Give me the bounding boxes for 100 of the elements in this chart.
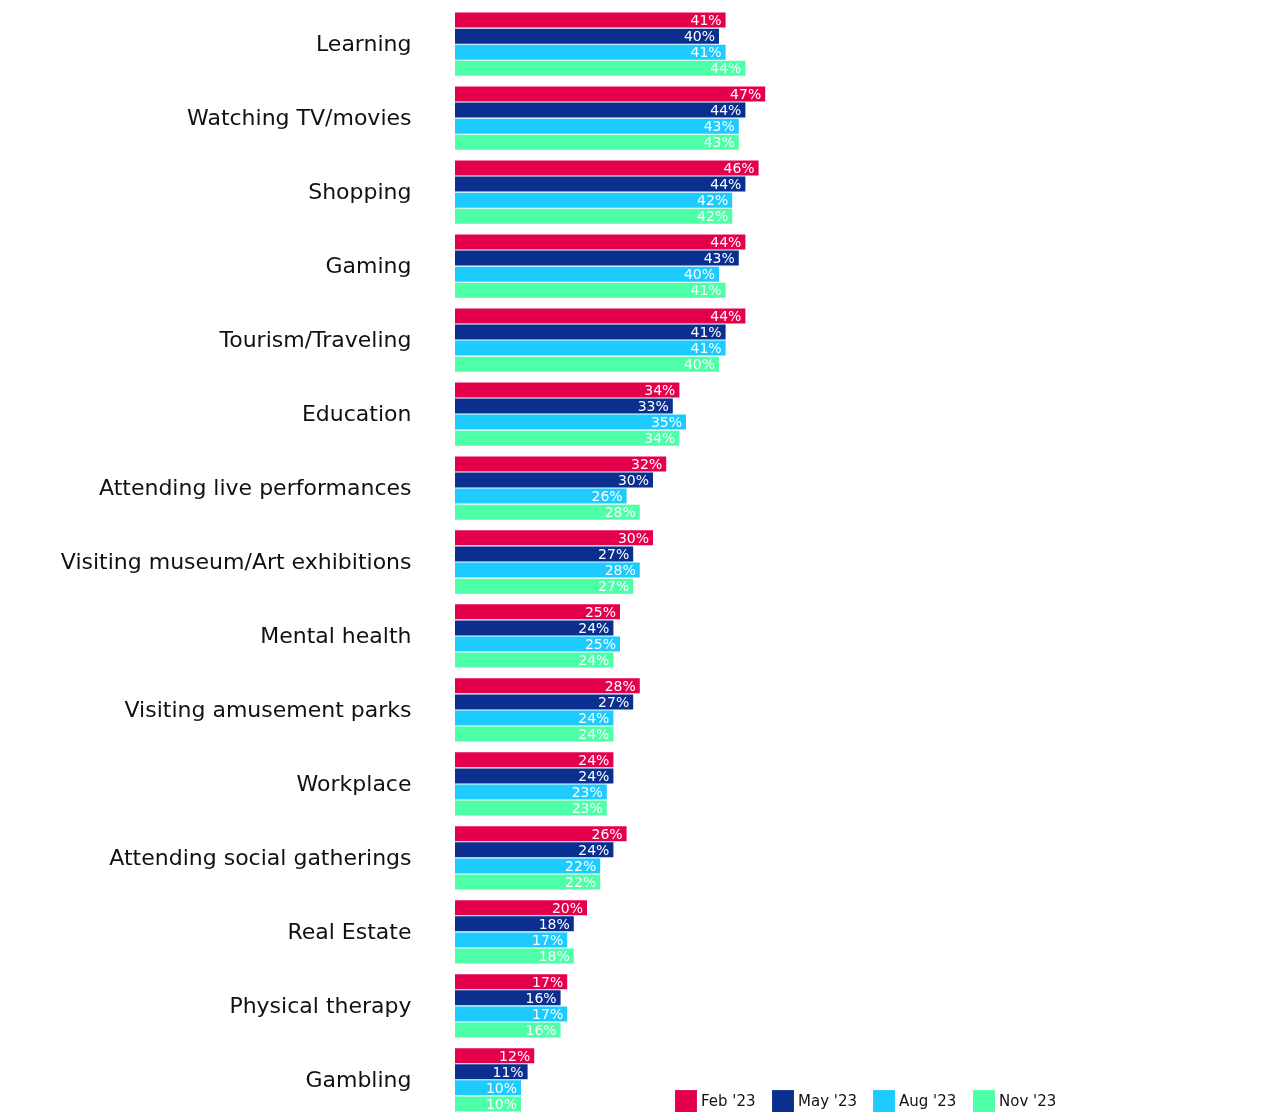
bar (455, 192, 733, 208)
bar (455, 826, 627, 842)
data-label: 23% (571, 800, 603, 817)
data-label: 44% (710, 307, 742, 324)
y-tick-label: Attending social gatherings (109, 844, 412, 870)
bar (455, 1022, 561, 1038)
y-tick-label: Gambling (305, 1066, 412, 1092)
bar (455, 1006, 568, 1022)
data-label: 11% (492, 1063, 524, 1080)
bar (455, 784, 607, 800)
bar (455, 472, 653, 488)
bar (455, 694, 634, 710)
bar (455, 678, 640, 694)
data-label: 41% (690, 282, 722, 299)
data-label: 33% (637, 398, 669, 415)
data-label: 24% (578, 709, 610, 726)
bar (455, 652, 614, 668)
data-label: 40% (683, 266, 715, 283)
y-tick-label: Physical therapy (229, 992, 412, 1018)
bar (455, 324, 726, 340)
data-label: 30% (617, 529, 649, 546)
data-label: 18% (538, 948, 570, 965)
data-label: 41% (690, 324, 722, 341)
y-tick-label: Watching TV/movies (187, 105, 412, 131)
y-tick-label: Gaming (325, 253, 412, 279)
data-label: 46% (723, 159, 755, 176)
data-label: 17% (532, 1005, 564, 1022)
data-label: 22% (565, 857, 597, 874)
y-tick-label: Attending live performances (98, 475, 412, 501)
bar (455, 752, 614, 768)
y-tick-label: Mental health (260, 622, 412, 648)
data-label: 28% (604, 504, 636, 521)
y-tick-label: Tourism/Traveling (218, 327, 412, 353)
y-tick-label: Learning (315, 31, 412, 57)
bar (455, 768, 614, 784)
bar (455, 250, 739, 266)
data-label: 20% (551, 899, 583, 916)
legend-label: Feb '23 (701, 1092, 756, 1111)
bar (455, 800, 607, 816)
bar (455, 726, 614, 742)
data-label: 28% (604, 677, 636, 694)
y-tick-label: Shopping (308, 179, 412, 205)
legend-label: Aug '23 (899, 1092, 957, 1111)
data-label: 41% (690, 340, 722, 357)
bar (455, 340, 726, 356)
bar (455, 382, 680, 398)
data-label: 43% (703, 250, 735, 267)
bar (455, 356, 719, 372)
data-label: 30% (617, 471, 649, 488)
bar (455, 932, 568, 948)
bar (455, 102, 746, 118)
data-label: 25% (584, 603, 616, 620)
data-label: 43% (703, 118, 735, 135)
bar (455, 234, 746, 250)
bar (455, 842, 614, 858)
data-label: 17% (532, 973, 564, 990)
data-label: 32% (631, 455, 663, 472)
data-label: 28% (604, 562, 636, 579)
bar (455, 44, 726, 60)
bar (455, 636, 620, 652)
data-label: 24% (578, 751, 610, 768)
bar (455, 974, 568, 990)
data-label: 40% (683, 28, 715, 45)
data-label: 24% (578, 652, 610, 669)
data-label: 35% (650, 414, 682, 431)
data-label: 27% (598, 545, 630, 562)
data-label: 44% (710, 60, 742, 77)
data-label: 42% (697, 192, 729, 209)
data-label: 44% (710, 102, 742, 119)
bar (455, 208, 733, 224)
data-label: 44% (710, 233, 742, 250)
data-label: 27% (598, 578, 630, 595)
bar (455, 266, 719, 282)
data-label: 27% (598, 693, 630, 710)
bar (455, 620, 614, 636)
data-label: 34% (644, 381, 676, 398)
data-label: 34% (644, 430, 676, 447)
bar (455, 578, 634, 594)
y-tick-label: Visiting amusement parks (124, 696, 412, 722)
data-label: 12% (499, 1047, 531, 1064)
bar (455, 488, 627, 504)
data-label: 24% (578, 619, 610, 636)
bar (455, 176, 746, 192)
data-label: 10% (485, 1095, 517, 1112)
data-label: 40% (683, 356, 715, 373)
bar (455, 562, 640, 578)
data-label: 25% (584, 636, 616, 653)
data-label: 26% (591, 825, 623, 842)
data-label: 43% (703, 134, 735, 151)
bar (455, 710, 614, 726)
bar (455, 12, 726, 28)
bar (455, 456, 667, 472)
bar (455, 504, 640, 520)
data-label: 18% (538, 915, 570, 932)
data-label: 16% (525, 989, 557, 1006)
bar (455, 546, 634, 562)
bar (455, 990, 561, 1006)
data-label: 22% (565, 874, 597, 891)
bar (455, 282, 726, 298)
data-label: 41% (690, 44, 722, 61)
